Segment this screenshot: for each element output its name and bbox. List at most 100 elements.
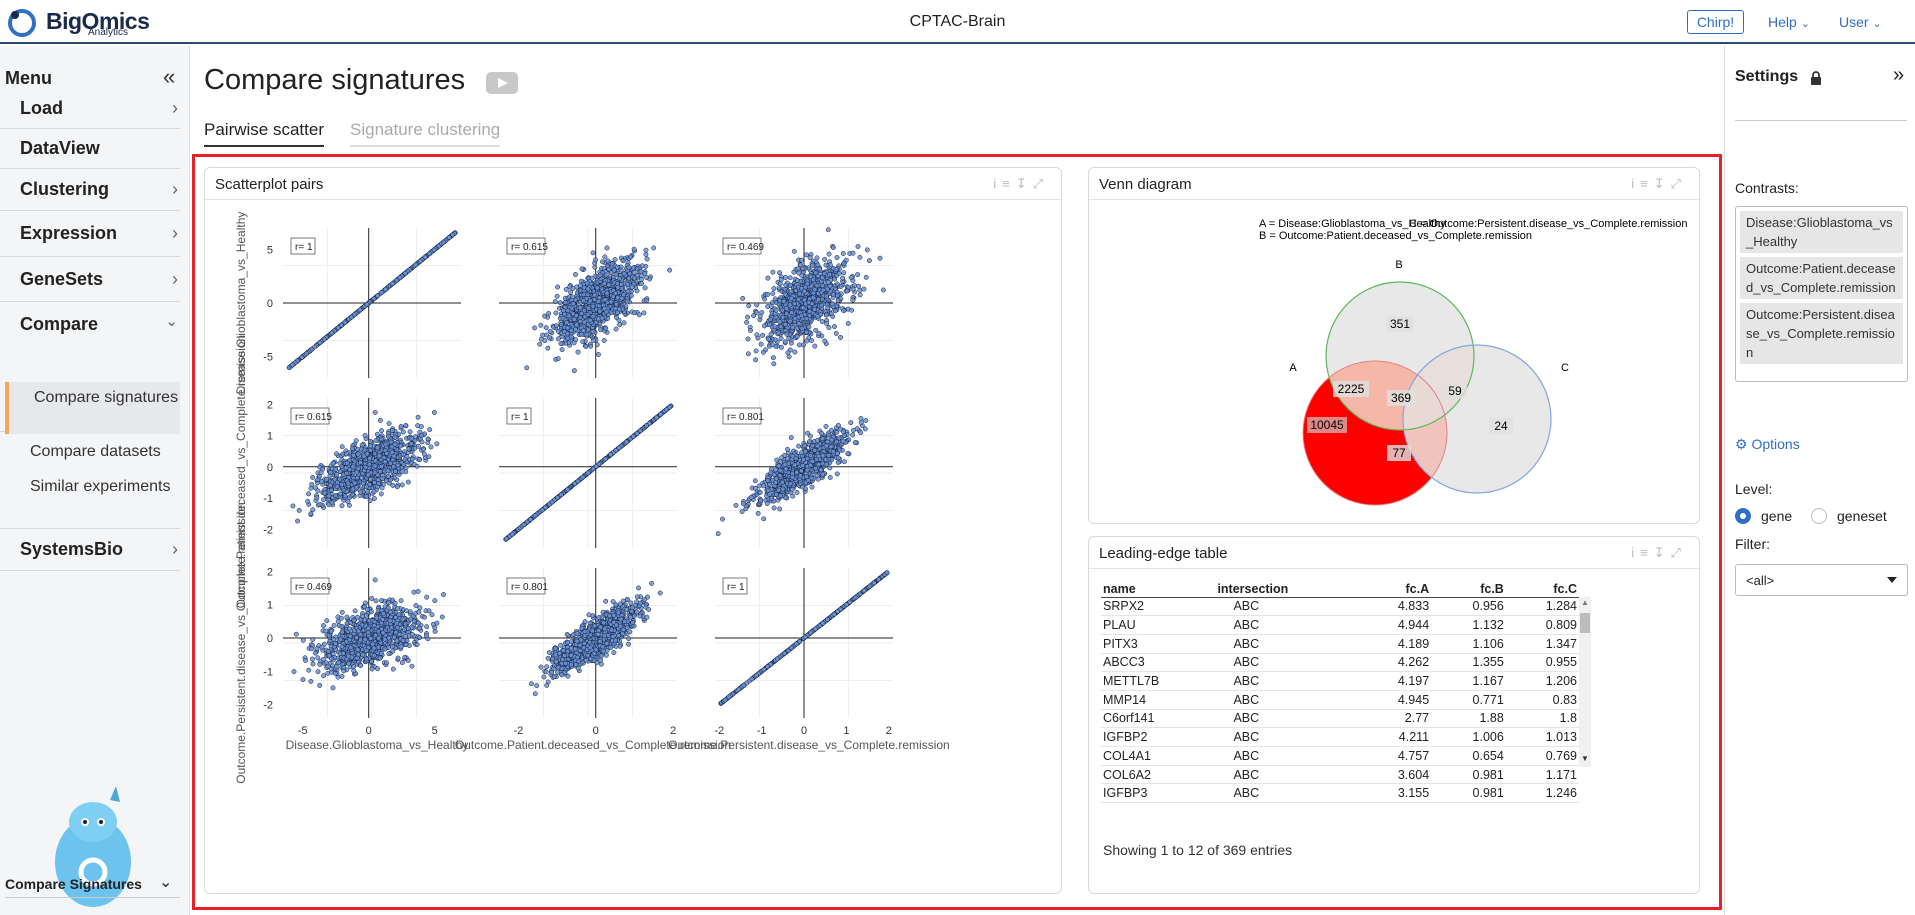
- scatter-point: [638, 269, 644, 275]
- scatter-point: [407, 429, 413, 435]
- scatter-point: [744, 319, 750, 325]
- scatter-point: [816, 461, 822, 467]
- scatter-point: [782, 462, 788, 467]
- scatter-point: [565, 486, 571, 492]
- scatter-point: [310, 474, 316, 480]
- scatter-point: [409, 663, 415, 669]
- sidebar-item-systemsbio[interactable]: SystemsBio ›: [0, 528, 180, 571]
- scatter-point: [771, 361, 777, 367]
- collapse-sidebar-icon[interactable]: «: [163, 64, 176, 89]
- scatter-point: [352, 608, 358, 614]
- download-icon[interactable]: ↧: [1015, 176, 1033, 191]
- scatter-point: [765, 291, 771, 297]
- scatter-point: [800, 265, 806, 271]
- scatter-point: [778, 324, 784, 330]
- scatter-point: [785, 446, 790, 452]
- menu-icon[interactable]: ≡: [1002, 176, 1016, 191]
- scatter-point: [334, 471, 339, 477]
- scatter-point: [369, 596, 375, 601]
- scatter-point: [758, 341, 764, 347]
- tab-signature-clustering[interactable]: Signature clustering: [350, 120, 501, 147]
- scatter-point: [832, 324, 837, 329]
- scatter-point: [369, 666, 375, 672]
- scatter-point: [627, 271, 633, 277]
- scatter-point: [777, 281, 783, 287]
- scatter-point: [845, 321, 851, 326]
- sidebar-item-expression[interactable]: Expression ›: [0, 211, 180, 257]
- scatter-point: [779, 480, 785, 485]
- sidebar-subitem-compare-datasets[interactable]: Compare datasets: [5, 440, 180, 466]
- scatter-point: [379, 289, 385, 295]
- help-menu[interactable]: Help ⌄: [1768, 14, 1810, 30]
- scatter-point: [767, 317, 773, 322]
- scatter-point: [434, 441, 440, 447]
- scatter-point: [745, 351, 751, 357]
- scatter-point: [321, 490, 327, 496]
- scatter-point: [602, 305, 608, 311]
- sidebar-item-dataview[interactable]: DataView: [0, 129, 180, 169]
- scatter-point: [792, 349, 798, 355]
- scatter-point: [574, 322, 579, 328]
- scatter-point: [841, 270, 847, 276]
- footer-module-selector[interactable]: Compare Signatures: [5, 876, 142, 892]
- bigomics-logo[interactable]: BigOmics Analytics: [6, 6, 150, 38]
- info-icon[interactable]: i: [993, 176, 1003, 191]
- scatter-point: [421, 451, 427, 457]
- sidebar-item-clustering[interactable]: Clustering ›: [0, 169, 180, 211]
- scatter-point: [400, 452, 406, 457]
- sidebar-subitem-similar-experiments[interactable]: Similar experiments: [5, 478, 180, 522]
- video-tutorial-icon[interactable]: [486, 72, 518, 94]
- scatter-point: [748, 327, 753, 333]
- scatter-point: [771, 505, 777, 511]
- scatter-point: [767, 321, 772, 327]
- menu-title: Menu: [5, 68, 52, 88]
- tab-pairwise-scatter[interactable]: Pairwise scatter: [204, 120, 324, 147]
- sidebar-item-genesets[interactable]: GeneSets ›: [0, 257, 180, 302]
- scatter-point: [532, 513, 538, 519]
- chevron-down-icon[interactable]: ⌄: [159, 874, 173, 891]
- scatter-point: [354, 469, 360, 475]
- scatter-point: [391, 453, 397, 459]
- expand-icon[interactable]: ⤢: [1032, 176, 1049, 191]
- scatter-point: [371, 296, 377, 302]
- scatter-point: [776, 330, 782, 336]
- sidebar-item-load[interactable]: Load ›: [0, 92, 180, 129]
- scatter-point: [746, 303, 752, 309]
- scatter-point: [785, 456, 791, 462]
- logo-main-text: BigOmics: [46, 8, 150, 34]
- scatter-point: [367, 498, 373, 504]
- scatter-point: [757, 489, 763, 495]
- scatter-point: [621, 271, 627, 277]
- card-header: Scatterplot pairs i≡↧⤢: [205, 168, 1061, 200]
- scatter-point: [614, 264, 620, 270]
- scatter-point: [780, 314, 786, 320]
- scatter-point: [577, 318, 583, 324]
- scatter-point: [857, 254, 863, 260]
- sidebar-item-label: DataView: [20, 138, 100, 158]
- scatter-point: [814, 456, 820, 462]
- scatter-point: [360, 652, 366, 658]
- scatter-point: [615, 294, 621, 300]
- scatter-point: [332, 493, 338, 499]
- scatter-point: [625, 288, 631, 294]
- scatter-point: [739, 509, 745, 515]
- scatter-point: [337, 460, 343, 466]
- scatter-point: [772, 296, 778, 302]
- scatter-point: [416, 457, 422, 463]
- scatter-point: [390, 666, 396, 672]
- scatter-point: [402, 270, 408, 276]
- scatter-point: [394, 484, 400, 490]
- scatter-point: [524, 365, 530, 371]
- scatter-point: [528, 516, 533, 522]
- scatter-point: [583, 344, 589, 349]
- user-menu[interactable]: User ⌄: [1839, 14, 1882, 30]
- chirp-button[interactable]: Chirp!: [1687, 10, 1744, 34]
- scatter-point: [364, 302, 370, 308]
- scatter-point: [621, 292, 626, 298]
- scatter-point: [565, 335, 571, 341]
- scatter-point: [827, 465, 833, 471]
- scatter-point: [822, 256, 828, 262]
- sidebar-subitem-compare-signatures[interactable]: Compare signatures: [5, 382, 180, 434]
- scatter-point: [771, 472, 777, 478]
